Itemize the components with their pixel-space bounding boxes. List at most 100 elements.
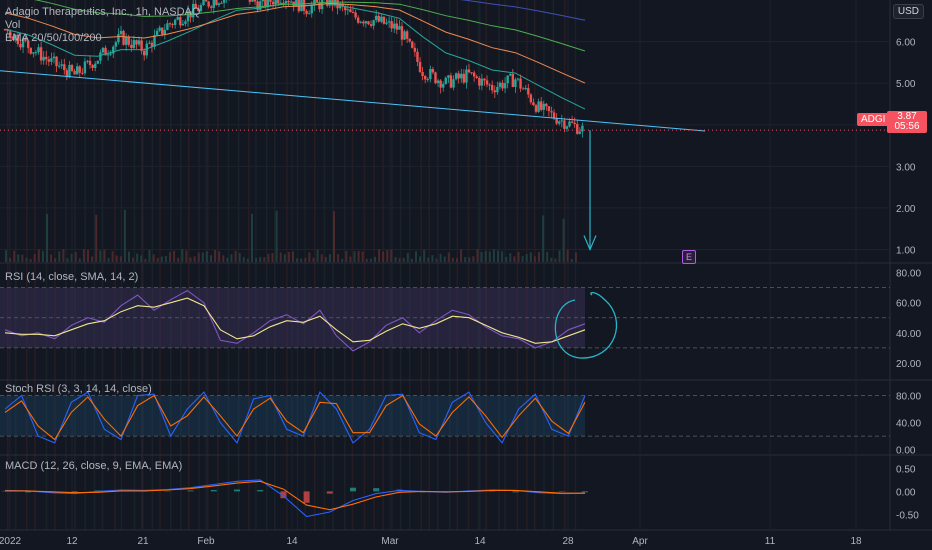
macd-histogram-bar bbox=[234, 489, 240, 492]
last-price-tag: 3.87 05:56 bbox=[887, 111, 927, 133]
price-candle bbox=[155, 27, 159, 36]
price-candle bbox=[359, 20, 362, 24]
volume-bar bbox=[566, 249, 569, 262]
price-candle bbox=[565, 125, 569, 132]
price-candle bbox=[277, 0, 280, 7]
price-candle bbox=[408, 38, 411, 43]
volume-bar bbox=[451, 257, 454, 262]
price-candle bbox=[81, 68, 84, 76]
volume-bar bbox=[419, 256, 422, 262]
price-candle bbox=[364, 20, 368, 28]
price-candle bbox=[483, 77, 486, 86]
volume-bar bbox=[218, 251, 221, 262]
trendline bbox=[0, 70, 706, 132]
volume-bar bbox=[423, 249, 426, 262]
volume-bar bbox=[533, 256, 536, 262]
price-candle bbox=[496, 81, 499, 95]
price-candle bbox=[63, 58, 66, 75]
price-candle bbox=[454, 72, 458, 81]
volume-bar bbox=[497, 250, 499, 262]
price-candle bbox=[16, 31, 20, 47]
volume-bar bbox=[521, 255, 524, 262]
osc-tick-label: 20.00 bbox=[896, 359, 921, 370]
price-candle bbox=[578, 127, 582, 135]
volume-bar bbox=[468, 257, 471, 262]
last-price: 3.87 bbox=[897, 111, 917, 122]
rsi-title: RSI (14, close, SMA, 14, 2) bbox=[5, 271, 139, 283]
price-candle bbox=[70, 63, 74, 73]
price-candle bbox=[581, 122, 584, 138]
volume-bar bbox=[447, 252, 450, 262]
price-tick-label: 1.00 bbox=[896, 246, 916, 257]
volume-bar bbox=[54, 258, 57, 262]
price-candle bbox=[351, 5, 355, 14]
price-candle bbox=[215, 0, 218, 6]
price-candle bbox=[400, 22, 404, 46]
price-candle bbox=[519, 74, 522, 92]
price-candle bbox=[184, 19, 187, 27]
target-arrow-head bbox=[583, 235, 597, 252]
volume-bar bbox=[246, 258, 249, 262]
volume-bar bbox=[144, 258, 147, 262]
price-candle bbox=[307, 10, 311, 15]
currency-button[interactable]: USD bbox=[892, 4, 924, 19]
price-candle bbox=[542, 100, 545, 116]
price-candle bbox=[315, 0, 319, 3]
volume-bar bbox=[78, 258, 81, 262]
volume-bar bbox=[17, 254, 20, 262]
price-candle bbox=[349, 5, 352, 13]
price-candle bbox=[137, 36, 141, 47]
volume-bar bbox=[185, 250, 188, 262]
price-candle bbox=[442, 81, 445, 92]
price-candle bbox=[135, 39, 138, 49]
volume-bar bbox=[177, 257, 180, 262]
x-tick-label: Feb bbox=[197, 536, 215, 547]
price-pane bbox=[0, 0, 890, 262]
price-candle bbox=[179, 14, 182, 29]
price-legend: Adagio Therapeutics, Inc., 1h, NASDAQ Vo… bbox=[5, 6, 200, 45]
price-candle bbox=[222, 0, 226, 8]
volume-bar bbox=[378, 249, 381, 262]
volume-bar bbox=[509, 253, 512, 262]
volume-bar bbox=[333, 211, 335, 262]
stoch-title: Stoch RSI (3, 3, 14, 14, close) bbox=[5, 383, 152, 395]
price-candle bbox=[514, 77, 517, 93]
price-candle bbox=[94, 61, 97, 72]
osc-tick-label: 40.00 bbox=[896, 329, 921, 340]
volume-bar bbox=[345, 251, 348, 262]
volume-bar bbox=[148, 249, 151, 262]
price-candle bbox=[226, 0, 228, 4]
price-candle bbox=[171, 22, 174, 29]
price-candle bbox=[403, 29, 406, 40]
price-candle bbox=[447, 74, 450, 83]
k-line bbox=[4, 391, 586, 444]
ema-line bbox=[460, 0, 586, 21]
price-candle bbox=[310, 1, 313, 18]
volume-bar bbox=[160, 256, 163, 262]
price-candle bbox=[122, 29, 125, 46]
earnings-marker[interactable]: E bbox=[682, 250, 696, 264]
price-candle bbox=[558, 120, 561, 126]
ticker-tag: ADGI bbox=[857, 113, 890, 126]
macd-histogram-bar bbox=[257, 489, 264, 492]
volume-bar bbox=[201, 252, 204, 262]
price-candle bbox=[34, 49, 38, 56]
macd-histogram-bar bbox=[350, 487, 356, 492]
volume-bar bbox=[574, 252, 577, 262]
price-candle bbox=[576, 120, 579, 135]
price-candle bbox=[148, 40, 151, 45]
volume-bar bbox=[517, 251, 520, 262]
price-candle bbox=[390, 17, 393, 33]
rsi-annotation-circle bbox=[554, 291, 618, 359]
volume-bar bbox=[50, 254, 53, 262]
price-candle bbox=[91, 63, 94, 71]
price-candle bbox=[480, 73, 484, 91]
price-candle bbox=[398, 20, 401, 30]
macd-histogram-bar bbox=[512, 491, 519, 493]
price-candle bbox=[372, 19, 375, 30]
volume-bar bbox=[25, 257, 28, 262]
volume-bar bbox=[29, 258, 32, 262]
x-tick-label: 11 bbox=[765, 536, 776, 547]
x-tick-label: Mar bbox=[381, 536, 399, 547]
